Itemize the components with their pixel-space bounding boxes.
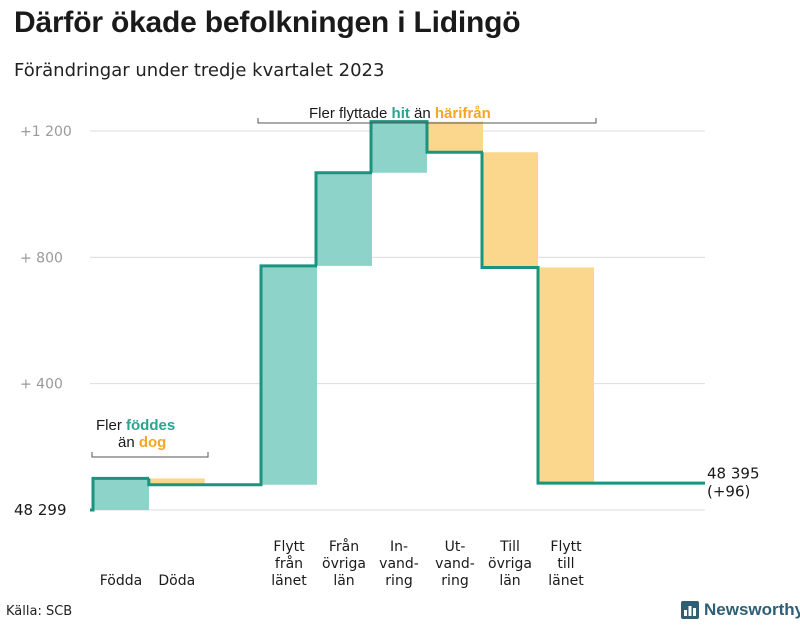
category-label: länet — [548, 573, 584, 589]
bar-5 — [371, 121, 427, 173]
brand-name: Newsworthy — [704, 600, 800, 619]
annotation-moved-text: Fler flyttade hit än härifrån — [309, 105, 491, 122]
category-label: Flytt — [273, 539, 305, 555]
annotation-died-text: än dog — [118, 434, 166, 451]
category-label: län — [333, 573, 354, 589]
start-value-label: 48 299 — [14, 501, 67, 519]
bar-7 — [482, 152, 538, 268]
category-label: länet — [271, 573, 307, 589]
category-label: Från — [329, 538, 359, 555]
category-label: Flytt — [550, 539, 582, 555]
end-change-label: (+96) — [707, 483, 750, 501]
category-label: till — [557, 556, 574, 572]
category-label: vand- — [379, 556, 419, 572]
y-tick-label: + 800 — [20, 250, 63, 266]
category-label: Födda — [100, 573, 142, 589]
category-label: vand- — [435, 556, 475, 572]
category-label: Döda — [158, 573, 195, 589]
annotation-born-text: Fler föddes — [96, 417, 175, 434]
bar-8 — [538, 267, 594, 484]
bar-4 — [316, 172, 372, 266]
end-value-label: 48 395 — [707, 465, 760, 483]
category-label: ring — [385, 573, 412, 589]
bar-3 — [261, 265, 317, 485]
category-label: län — [499, 573, 520, 589]
category-label: Ut- — [445, 539, 466, 555]
step-line — [90, 120, 705, 512]
category-label: In- — [390, 539, 408, 555]
annotation-top-bracket — [257, 118, 597, 124]
category-label: från — [275, 555, 303, 572]
source-note: Källa: SCB — [6, 604, 73, 619]
y-tick-label: + 400 — [20, 377, 63, 393]
category-label: övriga — [488, 556, 532, 572]
newsworthy-logo: Newsworthy — [681, 600, 800, 620]
chart-subtitle: Förändringar under tredje kvartalet 2023 — [14, 60, 385, 81]
annotation-left-bracket — [91, 452, 209, 458]
bar-1 — [93, 478, 149, 510]
bar-chart-icon — [681, 601, 699, 619]
chart-title: Därför ökade befolkningen i Lidingö — [14, 6, 521, 39]
y-tick-label: +1 200 — [20, 124, 72, 140]
category-label: övriga — [322, 556, 366, 572]
bar-2 — [148, 478, 205, 485]
bar-6 — [427, 121, 483, 153]
category-label: ring — [441, 573, 468, 589]
category-label: Till — [499, 539, 520, 555]
